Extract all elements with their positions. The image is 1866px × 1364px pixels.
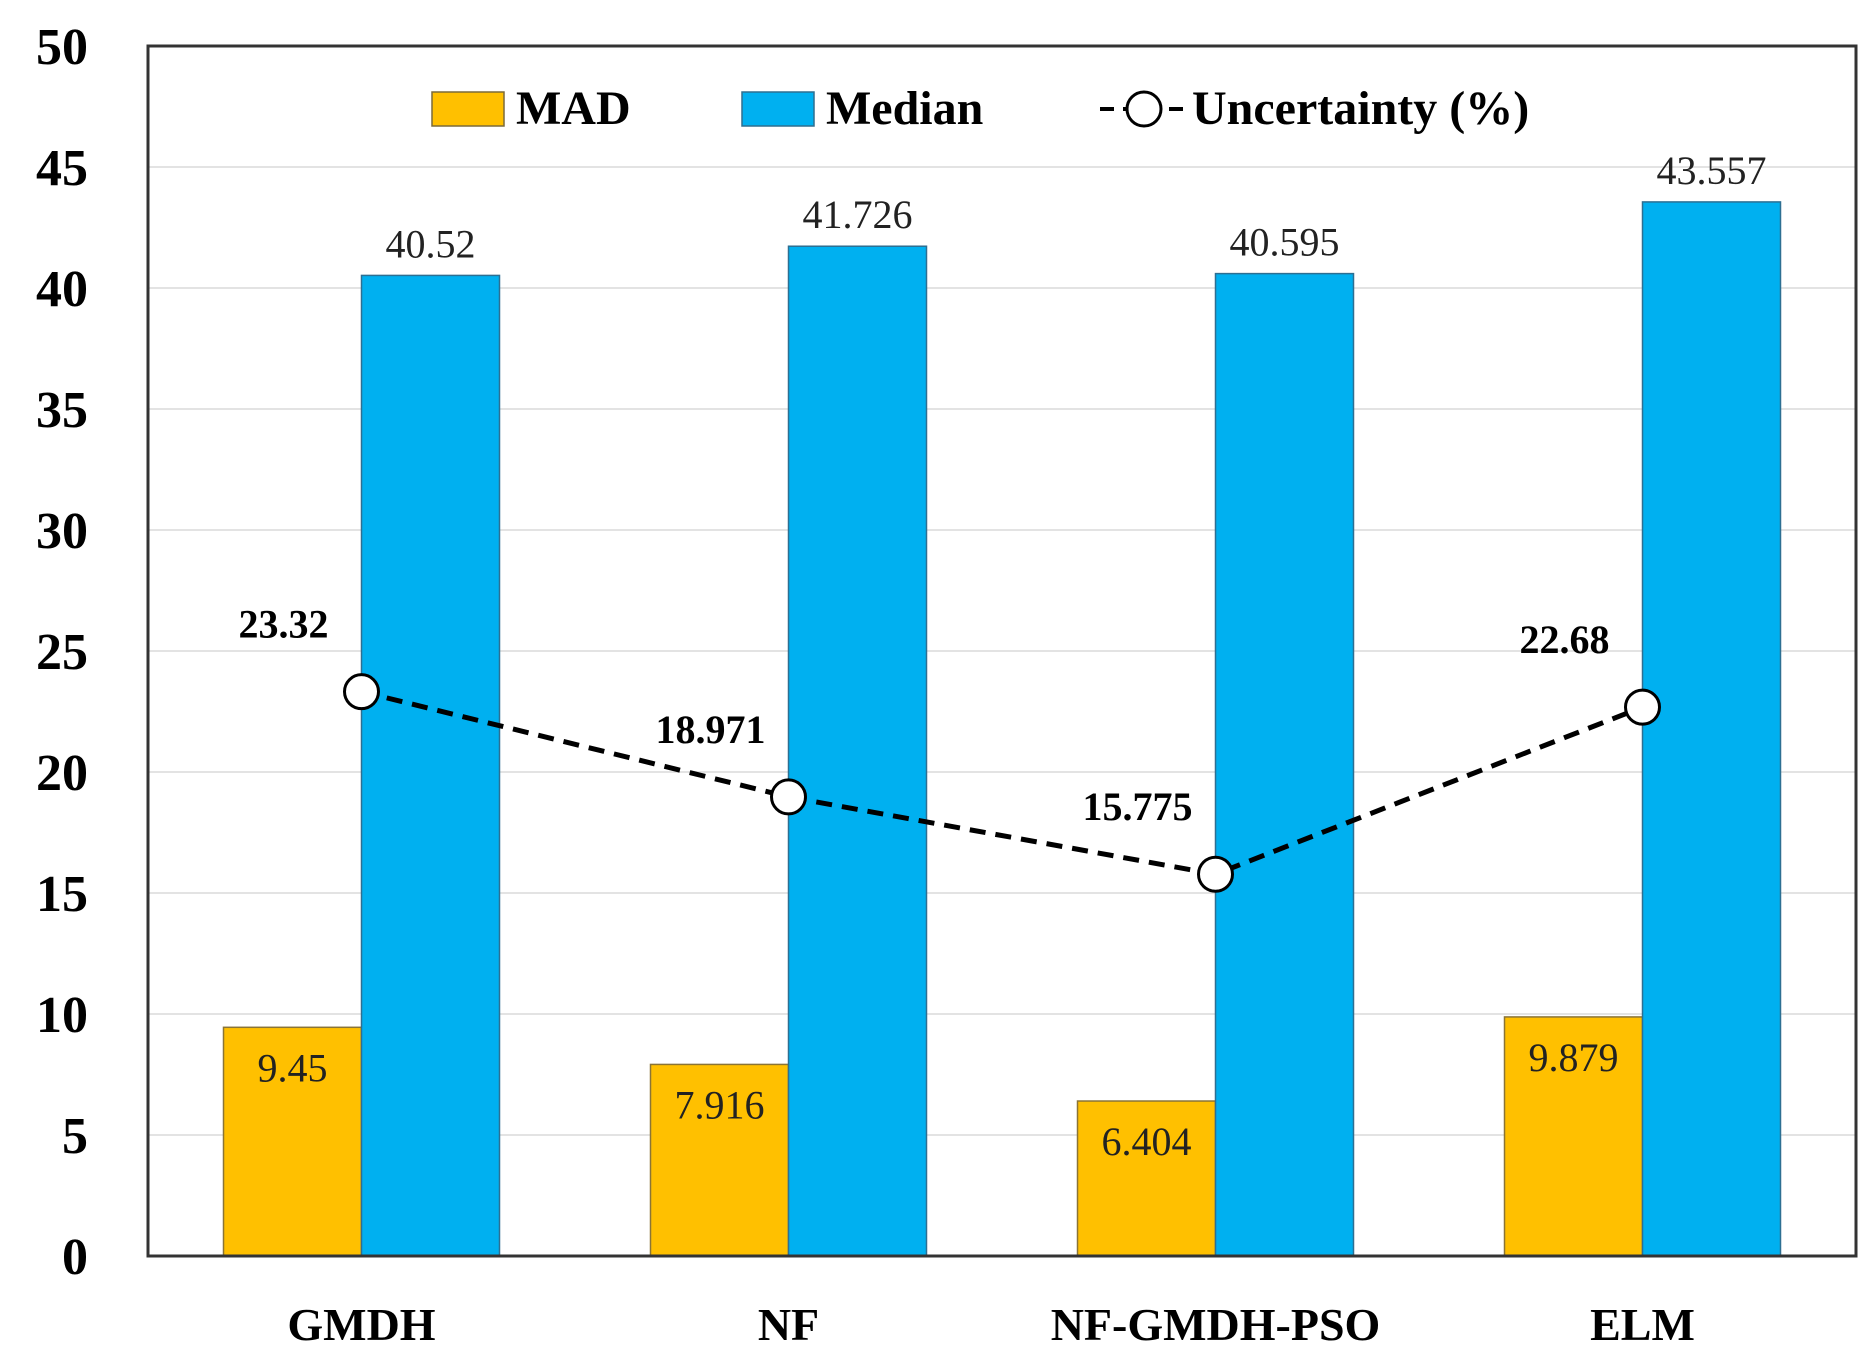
data-label-mad: 7.916 xyxy=(675,1082,765,1127)
y-tick-label: 45 xyxy=(36,140,88,197)
y-tick-label: 35 xyxy=(36,382,88,439)
y-tick-label: 30 xyxy=(36,503,88,560)
uncertainty-series-line xyxy=(360,689,1644,877)
data-labels: 9.45 40.52 7.916 41.726 6.404 40.595 9.879 43.5… xyxy=(239,148,1767,1164)
legend: MAD Median Uncertainty (%) xyxy=(431,82,1529,135)
uncertainty-point xyxy=(1624,688,1661,726)
data-label-median: 43.557 xyxy=(1657,148,1767,193)
legend-median-label: Median xyxy=(826,82,983,135)
bar-median-gmdh xyxy=(360,274,501,1257)
x-tick-label: NF-GMDH-PSO xyxy=(1051,1299,1381,1350)
y-tick-label: 50 xyxy=(36,19,88,76)
plot-frame xyxy=(146,44,1858,1258)
bar-median-elm xyxy=(1641,201,1782,1257)
data-label-median: 40.595 xyxy=(1230,220,1340,265)
bar-median-nf xyxy=(787,245,928,1257)
data-label-median: 41.726 xyxy=(803,192,913,237)
data-label-median: 40.52 xyxy=(386,221,476,266)
uncertainty-label: 23.32 xyxy=(239,602,329,647)
axes: 0 5 10 15 20 25 30 35 40 45 50 GMDH NF NF-GMDH-PSO ELM xyxy=(36,19,1858,1350)
legend-median-swatch xyxy=(741,91,815,127)
x-tick-label: NF xyxy=(758,1299,819,1350)
uncertainty-line xyxy=(343,673,1661,893)
data-label-mad: 9.45 xyxy=(258,1045,328,1090)
x-tick-label: GMDH xyxy=(287,1299,435,1350)
uncertainty-point xyxy=(1197,855,1234,893)
y-tick-label: 10 xyxy=(36,987,88,1044)
uncertainty-point xyxy=(770,778,807,816)
y-tick-label: 25 xyxy=(36,624,88,681)
y-tick-label: 40 xyxy=(36,261,88,318)
legend-uncertainty-label: Uncertainty (%) xyxy=(1192,82,1529,135)
legend-uncertainty-marker-icon xyxy=(1125,90,1163,128)
y-tick-label: 0 xyxy=(62,1229,88,1286)
data-label-mad: 6.404 xyxy=(1102,1119,1192,1164)
uncertainty-point xyxy=(343,673,380,711)
uncertainty-label: 18.971 xyxy=(656,707,766,752)
legend-mad-label: MAD xyxy=(516,82,631,135)
y-tick-label: 20 xyxy=(36,745,88,802)
uncertainty-label: 22.68 xyxy=(1520,617,1610,662)
bars xyxy=(222,201,1782,1257)
y-tick-label: 15 xyxy=(36,866,88,923)
legend-mad-swatch xyxy=(431,91,505,127)
y-tick-label: 5 xyxy=(62,1108,88,1165)
data-label-mad: 9.879 xyxy=(1529,1035,1619,1080)
uncertainty-label: 15.775 xyxy=(1083,784,1193,829)
bar-median-nf-gmdh-pso xyxy=(1214,272,1355,1257)
x-tick-label: ELM xyxy=(1590,1299,1695,1350)
